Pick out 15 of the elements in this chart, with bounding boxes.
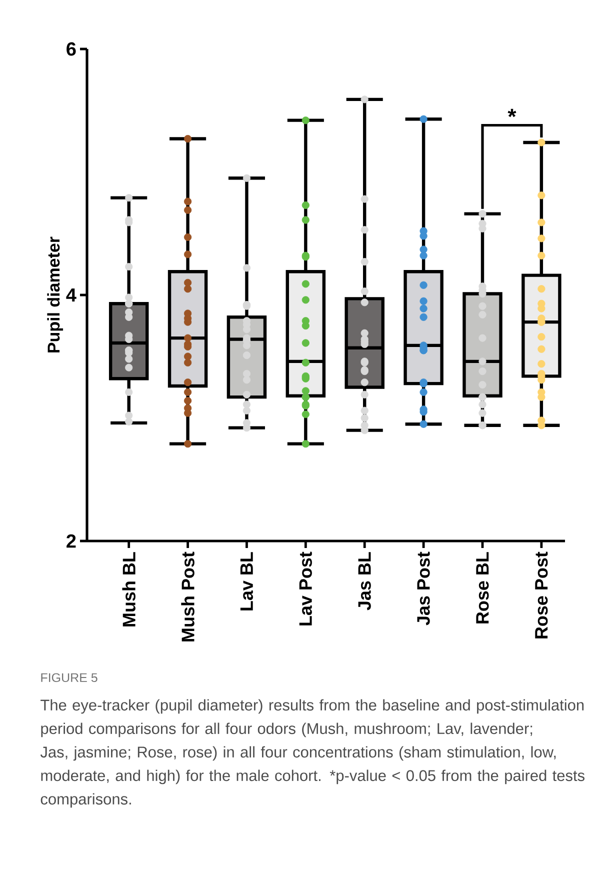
x-tick-label: Rose BL [476,552,489,624]
y-axis-title: Pupil diameter [47,236,64,352]
x-tick-label: Jas BL [358,552,371,610]
caption: FIGURE 5 [41,673,98,682]
x-tick-label: Jas Post [417,552,430,626]
x-tick-label: Lav BL [240,552,254,610]
y-tick-label: 6 [66,42,76,56]
x-tick-label: Lav Post [299,552,312,626]
text: The eye-tracker (pupil diameter) results from the baseline and post-stimulation period comparisons for all four odors (Mush, mushroom; Lav, lavender; Jas, jasmine; Rose, rose) in all four concentrations (sham stimulation, low, moderate, and high) for the male cohort. *p-value < 0.05 from the paired tests comparisons. [40,699,584,808]
y-tick-label: 4 [66,288,76,302]
y-tick-label: 2 [66,534,76,548]
annotation: * [508,108,516,118]
x-tick-label: Mush Post [181,552,194,642]
x-tick-label: Rose Post [535,552,548,638]
x-tick-label: Mush BL [122,552,136,626]
